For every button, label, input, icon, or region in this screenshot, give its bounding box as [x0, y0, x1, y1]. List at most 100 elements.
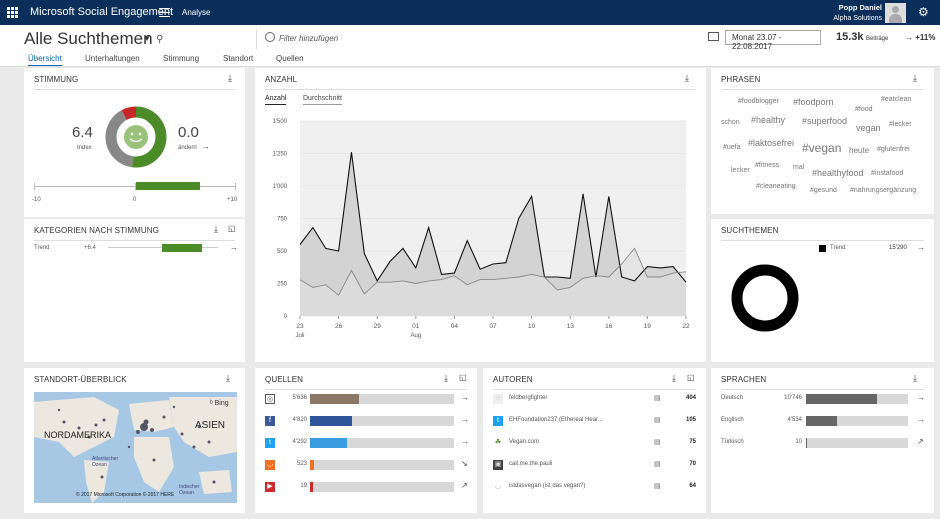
source-bar-track — [310, 482, 454, 492]
phrase-tag[interactable]: #glutenfrei — [877, 146, 910, 153]
date-range-picker[interactable]: Monat 23.07 - 22.08.2017 — [725, 30, 821, 51]
phrase-tag[interactable]: #nahrungsergänzung — [850, 187, 917, 194]
phrase-tag[interactable]: #instafood — [871, 170, 904, 177]
phrase-tag[interactable]: #foodblogger — [738, 98, 779, 105]
download-icon[interactable]: ⤓ — [685, 73, 689, 83]
tab-sentiment[interactable]: Stimmung — [163, 54, 200, 63]
expand-icon[interactable]: ◱ — [459, 373, 467, 382]
arrow-right-icon[interactable]: → — [917, 415, 925, 424]
phrase-tag[interactable]: #laktosefrei — [748, 138, 795, 148]
source-bar — [310, 482, 313, 492]
contact-card-icon[interactable]: ▤ — [654, 417, 661, 424]
scale-tick — [135, 183, 136, 190]
expand-icon[interactable]: ◱ — [228, 224, 236, 233]
language-count: 10 — [795, 439, 802, 445]
download-icon[interactable]: ⤓ — [228, 73, 232, 83]
phrase-tag[interactable]: #lecker — [889, 121, 912, 128]
author-name[interactable]: istdasvegan (ist das vegan?) — [509, 483, 586, 489]
source-bar — [310, 438, 348, 448]
sentiment-donut — [105, 106, 167, 168]
tab-conversations[interactable]: Unterhaltungen — [85, 54, 140, 63]
contact-card-icon[interactable]: ▤ — [654, 439, 661, 446]
chevron-down-icon[interactable]: ▼ — [143, 34, 151, 43]
phrase-tag[interactable]: #fitness — [755, 162, 780, 169]
phrase-tag[interactable]: mal — [793, 164, 805, 171]
tab-count[interactable]: Anzahl — [265, 95, 287, 105]
expand-icon[interactable]: ◱ — [687, 373, 695, 382]
author-name[interactable]: feldbergfighter — [509, 395, 548, 401]
export-icon[interactable] — [708, 32, 719, 41]
top-bar: Microsoft Social Engagement Analyse Popp… — [0, 0, 940, 25]
legend-label: Trend — [830, 245, 846, 251]
x-tick-label: 16 — [605, 323, 613, 330]
author-name[interactable]: call.me.the.pauli — [509, 461, 553, 467]
download-icon[interactable]: ⤓ — [672, 373, 676, 383]
divider — [721, 389, 924, 390]
language-bar-track — [806, 438, 908, 448]
phrase-tag[interactable]: schon — [721, 119, 740, 126]
sentiment-bar — [136, 182, 200, 190]
filter-input[interactable]: Filter hinzufügen — [279, 34, 339, 43]
divider — [256, 29, 257, 49]
topic-settings-icon[interactable]: ⚲ — [156, 34, 164, 45]
phrase-tag[interactable]: heute — [849, 146, 870, 155]
series-line[interactable] — [299, 247, 687, 296]
series-line[interactable] — [299, 152, 687, 283]
download-icon[interactable]: ⤓ — [214, 224, 218, 234]
arrow-right-icon[interactable]: → — [917, 243, 925, 252]
phrase-tag[interactable]: #gesund — [810, 187, 837, 194]
app-title[interactable]: Microsoft Social Engagement — [30, 6, 174, 18]
menu-icon[interactable] — [159, 8, 170, 20]
download-icon[interactable]: ⤓ — [226, 373, 230, 383]
label-asia: ASIEN — [195, 420, 226, 431]
app-launcher-icon[interactable] — [7, 7, 18, 18]
phrase-tag[interactable]: lecker — [731, 167, 750, 174]
arrow-right-icon[interactable]: → — [461, 437, 469, 446]
download-icon[interactable]: ⤓ — [444, 373, 448, 383]
arrow-right-icon[interactable]: → — [461, 415, 469, 424]
arrow-up-right-icon[interactable]: ↗ — [461, 481, 468, 490]
arrow-up-right-icon[interactable]: ↗ — [917, 437, 924, 446]
contact-card-icon[interactable]: ▤ — [654, 461, 661, 468]
phrase-tag[interactable]: #healthy — [751, 115, 786, 125]
smiley-eye — [130, 132, 134, 136]
arrow-right-icon[interactable]: → — [461, 393, 469, 402]
tab-average[interactable]: Durchschnitt — [303, 95, 342, 105]
arrow-right-icon[interactable]: → — [230, 243, 238, 252]
contact-card-icon[interactable]: ▤ — [654, 395, 661, 402]
y-tick-label: 500 — [277, 249, 288, 255]
x-tick-label: 10 — [528, 323, 536, 330]
author-name[interactable]: Vegan.com — [509, 439, 540, 445]
phrase-tag[interactable]: #cleaneating — [756, 183, 796, 190]
tab-sources[interactable]: Quellen — [276, 54, 304, 63]
phrase-tag[interactable]: #uefa — [723, 144, 741, 151]
world-map[interactable]: NORDAMERIKA ASIEN Atlantischer Ozean Ind… — [34, 392, 237, 503]
phrase-tag[interactable]: #foodporn — [793, 97, 834, 107]
phrase-tag[interactable]: #vegan — [802, 141, 842, 155]
phrase-tag[interactable]: #food — [855, 106, 873, 113]
phrase-tag[interactable]: #eatclean — [881, 96, 912, 103]
y-tick-label: 750 — [277, 217, 288, 223]
arrow-right-icon[interactable]: → — [917, 393, 925, 402]
arrow-up-right-icon[interactable]: ↘ — [461, 459, 468, 468]
author-count: 75 — [689, 439, 696, 445]
download-icon[interactable]: ⤓ — [913, 373, 917, 383]
filter-icon[interactable] — [265, 32, 275, 42]
user-info[interactable]: Popp Daniel Alpha Solutions — [833, 3, 882, 24]
download-icon[interactable]: ⤓ — [913, 73, 917, 83]
tab-overview[interactable]: Übersicht — [28, 54, 62, 66]
language-label: Englisch — [721, 417, 744, 423]
author-count: 64 — [689, 483, 696, 489]
contact-card-icon[interactable]: ▤ — [654, 483, 661, 490]
arrow-right-icon[interactable]: → — [202, 142, 210, 151]
phrase-tag[interactable]: #healthyfood — [812, 168, 864, 178]
y-tick-label: 1'000 — [273, 184, 288, 190]
phrase-tag[interactable]: #superfood — [802, 116, 848, 126]
tab-location[interactable]: Standort — [223, 54, 254, 63]
phrase-tag[interactable]: vegan — [856, 123, 881, 133]
gear-icon[interactable]: ⚙ — [918, 5, 929, 19]
author-name[interactable]: EHFoundation237 (Ethereal Hear... — [509, 417, 603, 423]
page-title[interactable]: Alle Suchthemen — [24, 29, 153, 48]
avatar[interactable] — [885, 3, 906, 23]
breadcrumb[interactable]: Analyse — [182, 8, 211, 17]
